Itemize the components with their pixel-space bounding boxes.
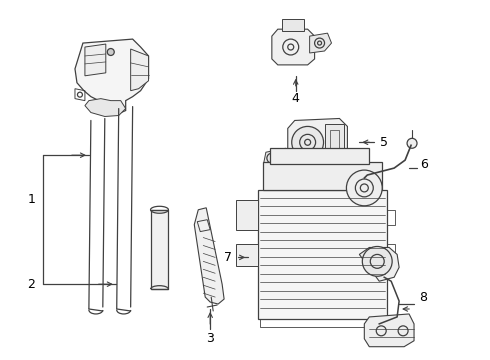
Polygon shape	[359, 247, 399, 281]
Bar	[236, 244, 258, 266]
Bar	[282, 19, 304, 31]
Polygon shape	[264, 148, 288, 168]
Polygon shape	[310, 33, 332, 53]
Bar	[150, 210, 169, 289]
Polygon shape	[288, 118, 347, 165]
Polygon shape	[365, 314, 414, 347]
Bar	[270, 148, 369, 164]
Text: 2: 2	[27, 278, 35, 291]
Polygon shape	[85, 99, 125, 117]
Text: 6: 6	[420, 158, 428, 171]
Text: 4: 4	[292, 92, 300, 105]
Text: 1: 1	[27, 193, 35, 206]
Circle shape	[407, 138, 417, 148]
Bar	[263, 162, 382, 190]
Bar	[387, 210, 395, 225]
Circle shape	[346, 170, 382, 206]
Text: 5: 5	[380, 136, 388, 149]
Polygon shape	[195, 208, 224, 304]
Bar	[258, 190, 387, 319]
Circle shape	[362, 247, 392, 276]
Circle shape	[292, 126, 323, 158]
Polygon shape	[131, 49, 148, 91]
Polygon shape	[272, 29, 315, 65]
Bar	[329, 130, 340, 152]
Text: 8: 8	[419, 291, 427, 303]
Polygon shape	[85, 44, 106, 76]
Text: 3: 3	[206, 332, 214, 345]
Bar	[260, 319, 385, 327]
Bar	[387, 244, 395, 260]
Bar	[324, 125, 344, 158]
Polygon shape	[75, 39, 148, 113]
Bar	[236, 200, 258, 230]
Text: 7: 7	[224, 251, 232, 264]
Circle shape	[107, 49, 114, 55]
